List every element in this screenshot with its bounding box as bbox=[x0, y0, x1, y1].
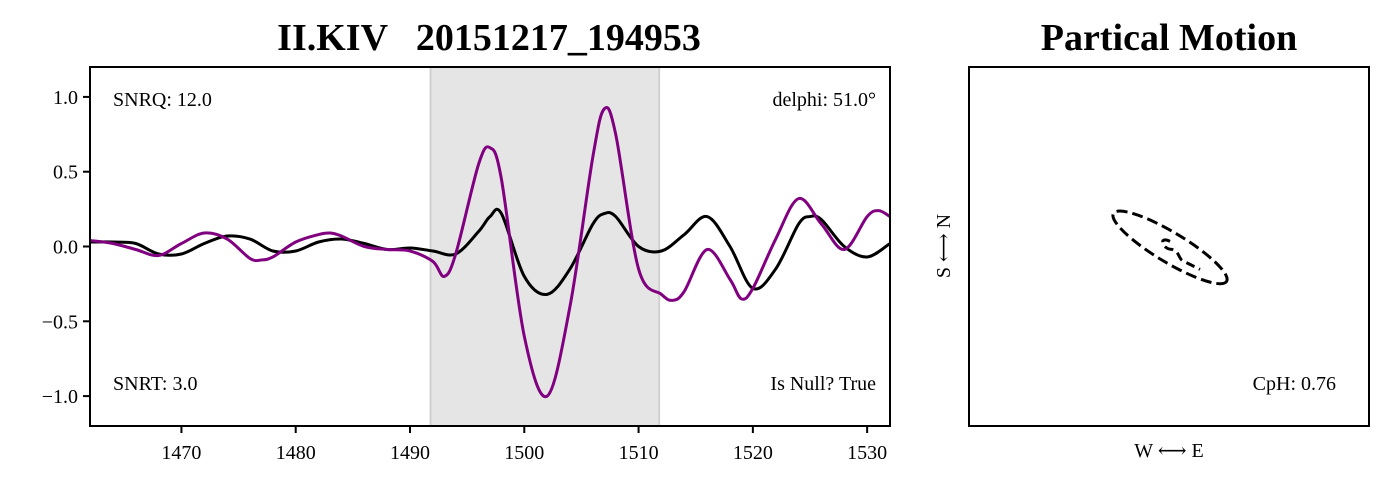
x-tick-label: 1470 bbox=[161, 442, 201, 464]
y-axis-label: S ⟷ N bbox=[933, 214, 955, 278]
shaded-window bbox=[429, 66, 661, 427]
series-line-0 bbox=[90, 207, 890, 297]
x-tick-label: 1530 bbox=[847, 442, 887, 464]
y-tick-label: 0.5 bbox=[53, 162, 78, 184]
x-tick-label: 1500 bbox=[504, 442, 544, 464]
x-tick-label: 1520 bbox=[733, 442, 773, 464]
cph-annotation: CpH: 0.76 bbox=[1253, 373, 1336, 395]
series-line-1 bbox=[90, 106, 890, 399]
is-null-annotation: Is Null? True bbox=[770, 373, 876, 395]
particle-motion-axes-frame bbox=[968, 66, 1370, 427]
waveform-title: II.KIV 20151217_194953 bbox=[277, 17, 701, 59]
waveform-panel: II.KIV 20151217_194953 1470 1480 1490 1500 1… bbox=[42, 17, 891, 464]
snrq-annotation: SNRQ: 12.0 bbox=[113, 89, 212, 111]
x-tick-label: 1510 bbox=[619, 442, 659, 464]
particle-motion-inner-loop bbox=[1161, 238, 1201, 271]
particle-motion-title: Partical Motion bbox=[1041, 17, 1297, 59]
particle-motion-ellipse bbox=[1111, 209, 1229, 286]
x-tick-label: 1490 bbox=[390, 442, 430, 464]
y-tick-label: −0.5 bbox=[42, 311, 78, 333]
y-tick-label: 0.0 bbox=[53, 237, 78, 259]
x-tick-label: 1480 bbox=[276, 442, 316, 464]
delphi-annotation: delphi: 51.0° bbox=[772, 89, 876, 111]
y-tick-label: −1.0 bbox=[42, 386, 78, 408]
x-axis-label: W ⟷ E bbox=[1134, 440, 1203, 462]
snrt-annotation: SNRT: 3.0 bbox=[113, 373, 197, 395]
y-tick-label: 1.0 bbox=[53, 87, 78, 109]
particle-motion-panel: Partical Motion CpH: 0.76 W ⟷ E S ⟷ N bbox=[933, 17, 1370, 462]
